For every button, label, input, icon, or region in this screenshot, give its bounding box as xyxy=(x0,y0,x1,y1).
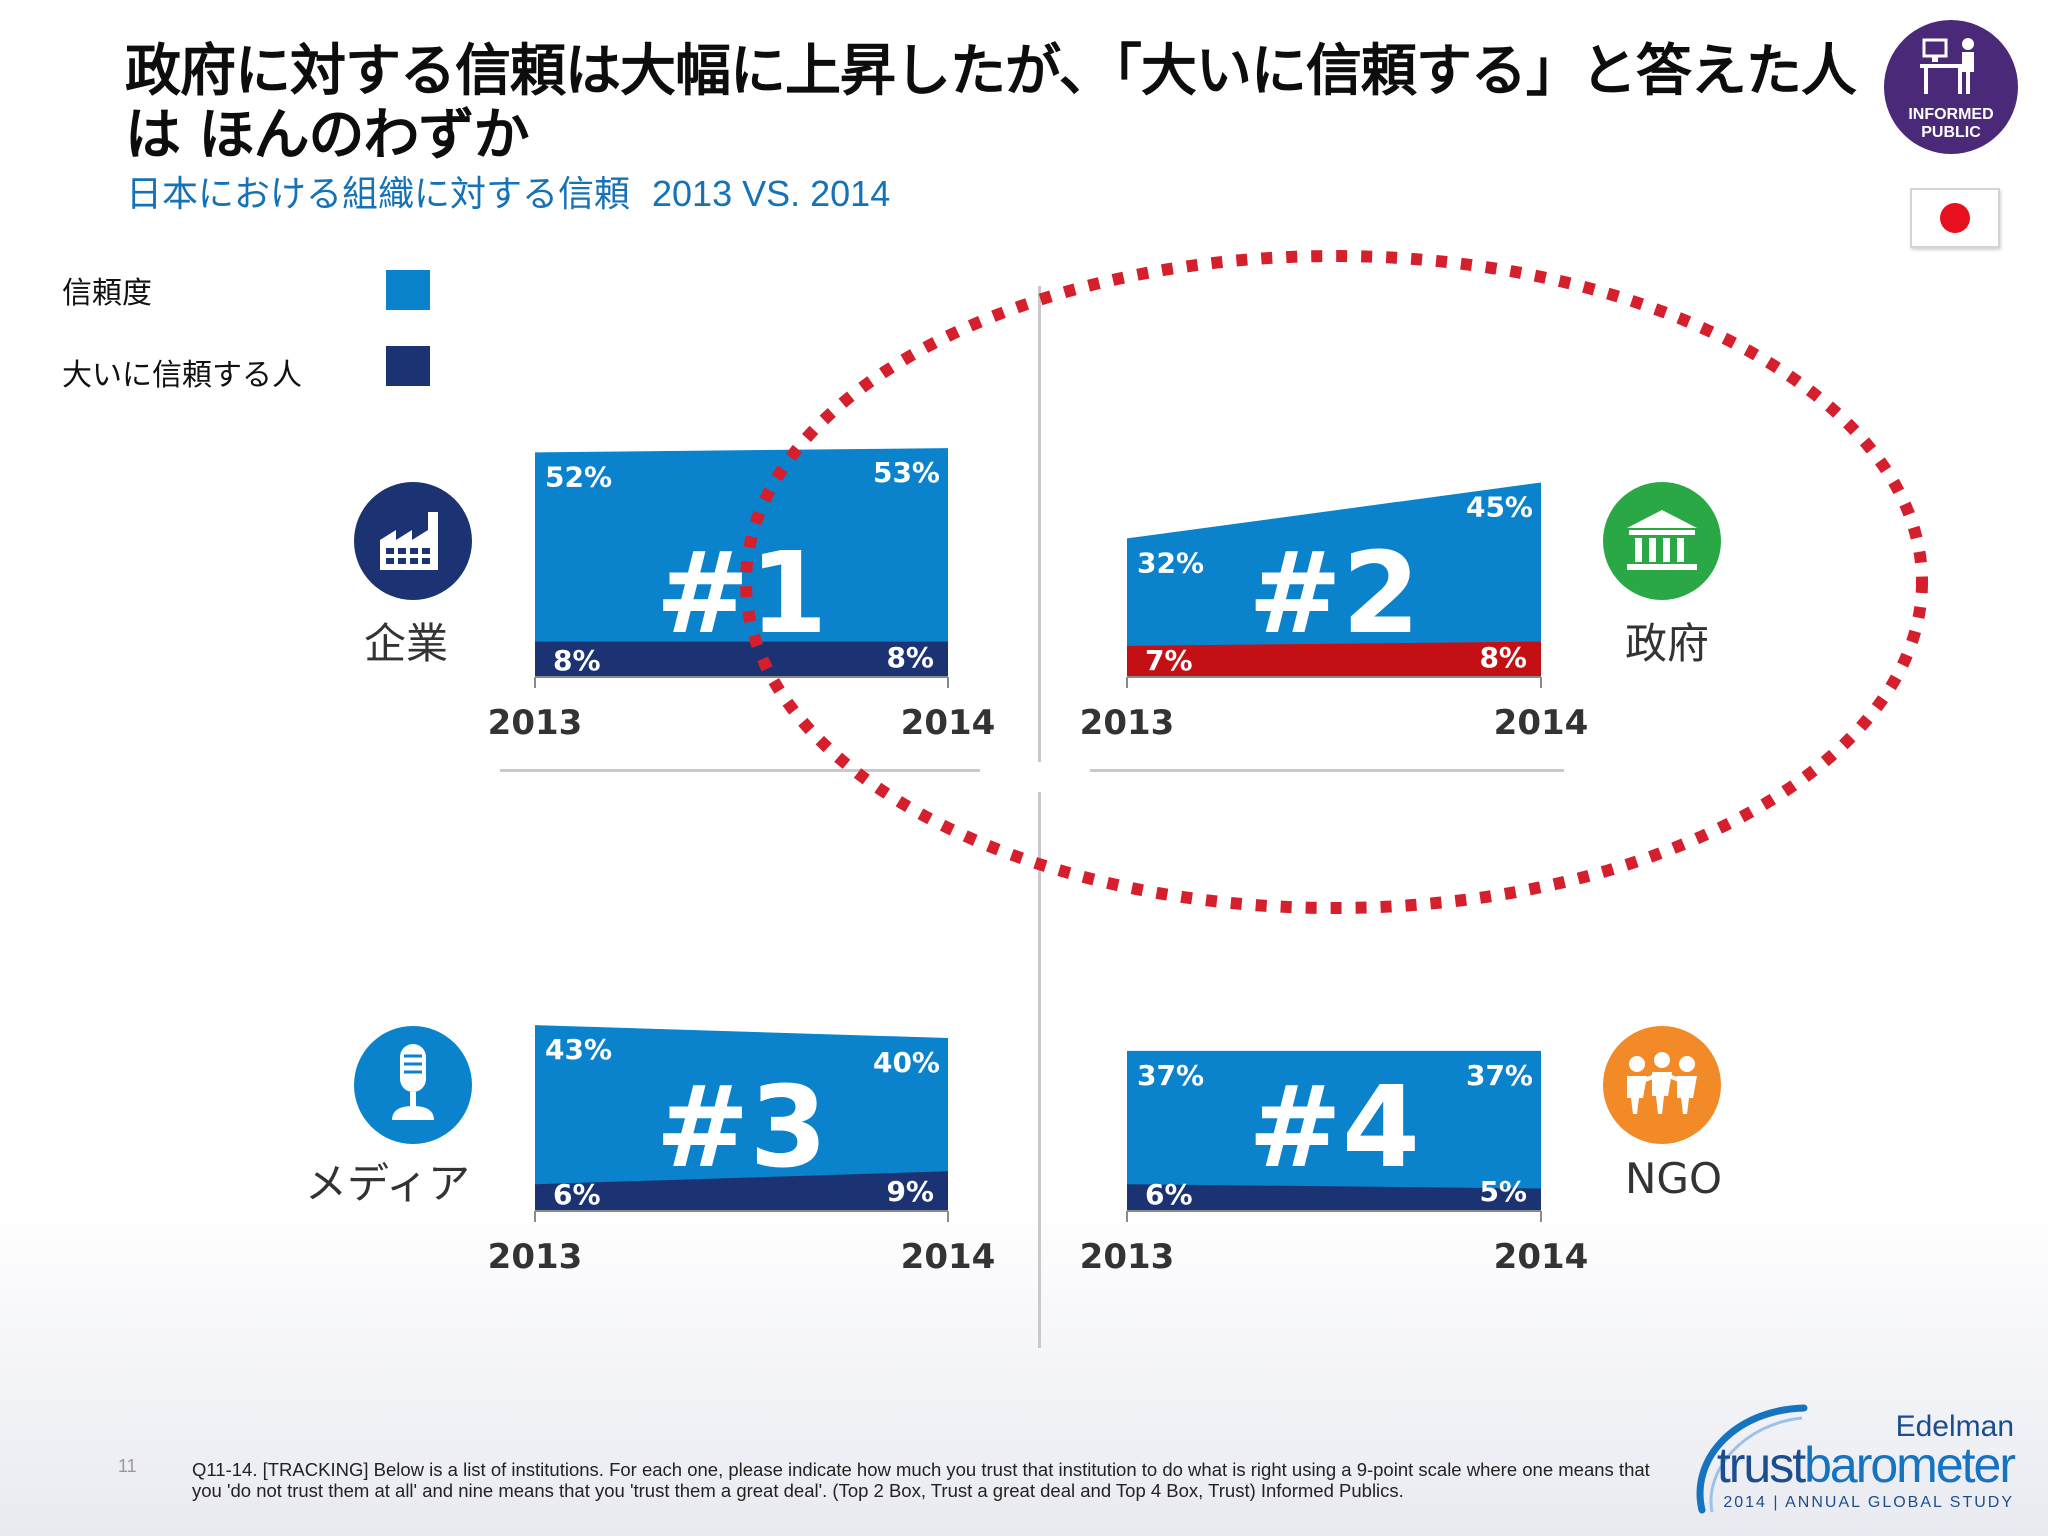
rank-label-3: #3 xyxy=(656,1063,828,1193)
legend-label-trust: 信頼度 xyxy=(62,276,152,311)
rank-label-4: #4 xyxy=(1248,1063,1420,1193)
person-at-desk-icon xyxy=(1920,38,1974,94)
legend-swatch-trust xyxy=(386,270,430,310)
badge-line1: INFORMED xyxy=(1908,106,1994,123)
trust-label-2014-3: 40% xyxy=(873,1046,940,1079)
subtitle-years: 2013 VS. 2014 xyxy=(652,173,891,214)
great-deal-label-2014-4: 5% xyxy=(1479,1175,1527,1208)
great-deal-label-2014-1: 8% xyxy=(886,641,934,674)
great-deal-area-4 xyxy=(1127,1184,1541,1210)
page-title: 政府に対する信頼は大幅に上昇したが、「大いに信頼する」と答えた人は ほんのわずか xyxy=(125,39,1857,168)
badge-line2: PUBLIC xyxy=(1921,124,1981,141)
institution-label-ngo: NGO xyxy=(1625,1154,1723,1203)
flag-sun xyxy=(1940,203,1970,233)
highlight-ellipse xyxy=(740,250,1928,914)
great-deal-label-2014-3: 9% xyxy=(886,1175,934,1208)
footnote: Q11-14. [TRACKING] Below is a list of in… xyxy=(192,1459,1650,1501)
page-subtitle: 日本における組織に対する信頼 2013 VS. 2014 xyxy=(126,165,890,217)
great-deal-label-2013-2: 7% xyxy=(1145,644,1193,677)
logo-tagline: 2014 | ANNUAL GLOBAL STUDY xyxy=(1723,1494,2014,1511)
great-deal-label-2013-1: 8% xyxy=(553,644,601,677)
informed-public-badge: INFORMED PUBLIC xyxy=(1884,20,2018,154)
trust-label-2014-2: 45% xyxy=(1466,491,1533,524)
divider-horizontal-left xyxy=(500,769,980,772)
divider-vertical-top xyxy=(1038,286,1041,762)
legend-swatch-great-deal xyxy=(386,346,430,386)
logo-brand: Edelman xyxy=(1895,1410,2014,1443)
trust-label-2013-2: 32% xyxy=(1137,546,1204,579)
trust-label-2013-3: 43% xyxy=(545,1033,612,1066)
great-deal-label-2013-4: 6% xyxy=(1145,1178,1193,1211)
x-tick-label-2014-1: 2014 xyxy=(901,703,996,743)
subtitle-text: 日本における組織に対する信頼 xyxy=(126,174,631,215)
trust-label-2013-1: 52% xyxy=(545,460,612,493)
x-tick-label-2013-4: 2013 xyxy=(1080,1237,1175,1277)
x-tick-label-2013-1: 2013 xyxy=(488,703,583,743)
trust-area-4 xyxy=(1127,1050,1541,1210)
x-tick-label-2014-4: 2014 xyxy=(1494,1237,1589,1277)
rank-label-2: #2 xyxy=(1248,529,1420,659)
divider-horizontal-right xyxy=(1090,769,1564,772)
institution-label-business: 企業 xyxy=(364,619,449,668)
x-tick-label-2013-3: 2013 xyxy=(488,1237,583,1277)
swoosh-icon xyxy=(1696,1404,1808,1514)
page-number: 11 xyxy=(118,1456,137,1476)
great-deal-area-2 xyxy=(1127,641,1541,676)
logo-name-b: barometer xyxy=(1804,1437,2016,1493)
edelman-trust-barometer-logo: Edelman trustbarometer 2014 | ANNUAL GLO… xyxy=(1690,1400,2020,1520)
great-deal-label-2013-3: 6% xyxy=(553,1178,601,1211)
trust-label-2014-1: 53% xyxy=(873,456,940,489)
x-tick-label-2013-2: 2013 xyxy=(1080,703,1175,743)
logo-tagline-text: ANNUAL GLOBAL STUDY xyxy=(1785,1494,2014,1511)
x-tick-label-2014-2: 2014 xyxy=(1494,703,1589,743)
trust-area-3 xyxy=(535,1025,948,1210)
trust-label-2014-4: 37% xyxy=(1466,1059,1533,1092)
great-deal-area-3 xyxy=(535,1171,948,1210)
trust-label-2013-4: 37% xyxy=(1137,1059,1204,1092)
factory-icon xyxy=(354,482,472,600)
government-building-icon xyxy=(1603,482,1721,600)
x-tick-label-2014-3: 2014 xyxy=(901,1237,996,1277)
logo-name-a: trust xyxy=(1716,1437,1806,1493)
trust-area-2 xyxy=(1127,482,1541,676)
divider-vertical-bottom xyxy=(1038,792,1041,1348)
institution-label-media: メディア xyxy=(305,1159,471,1208)
people-group-icon xyxy=(1603,1026,1721,1144)
legend-label-great-deal: 大いに信頼する人 xyxy=(62,358,302,393)
institution-label-government: 政府 xyxy=(1625,619,1710,668)
great-deal-area-1 xyxy=(535,641,948,676)
logo-year: 2014 xyxy=(1723,1494,1767,1511)
great-deal-label-2014-2: 8% xyxy=(1479,641,1527,674)
microphone-icon xyxy=(354,1026,472,1144)
japan-flag xyxy=(1910,188,2000,248)
logo-name: trustbarometer xyxy=(1716,1436,2016,1494)
